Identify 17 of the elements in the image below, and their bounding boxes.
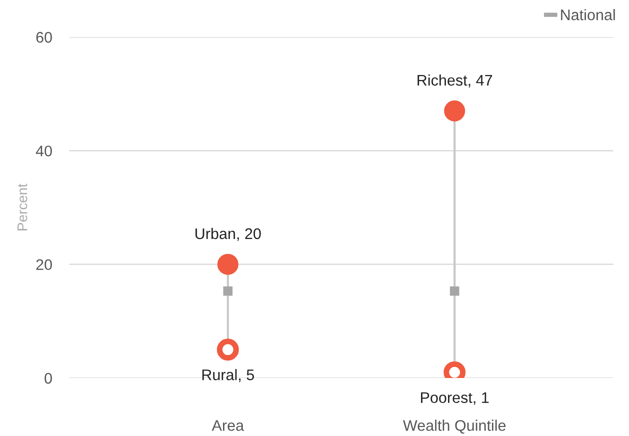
legend-label: National: [561, 9, 615, 20]
y-axis-title: Percent: [18, 184, 28, 230]
y-tick-label: 20: [36, 259, 52, 270]
point: [444, 100, 466, 122]
x-tick-label: Area: [212, 420, 244, 431]
annotation: Poorest, 1: [421, 392, 489, 405]
point: [223, 286, 233, 296]
annotation: Urban, 20: [196, 228, 261, 241]
point: [217, 254, 238, 275]
point: [216, 338, 239, 361]
y-tick-label: 0: [44, 372, 52, 384]
annotation: Richest, 47: [418, 74, 492, 88]
point: [450, 286, 460, 296]
y-tick-label: 60: [36, 32, 52, 43]
x-tick-label: Wealth Quintile: [402, 420, 506, 434]
y-tick-label: 40: [36, 146, 52, 156]
annotation: Rural, 5: [202, 369, 254, 382]
